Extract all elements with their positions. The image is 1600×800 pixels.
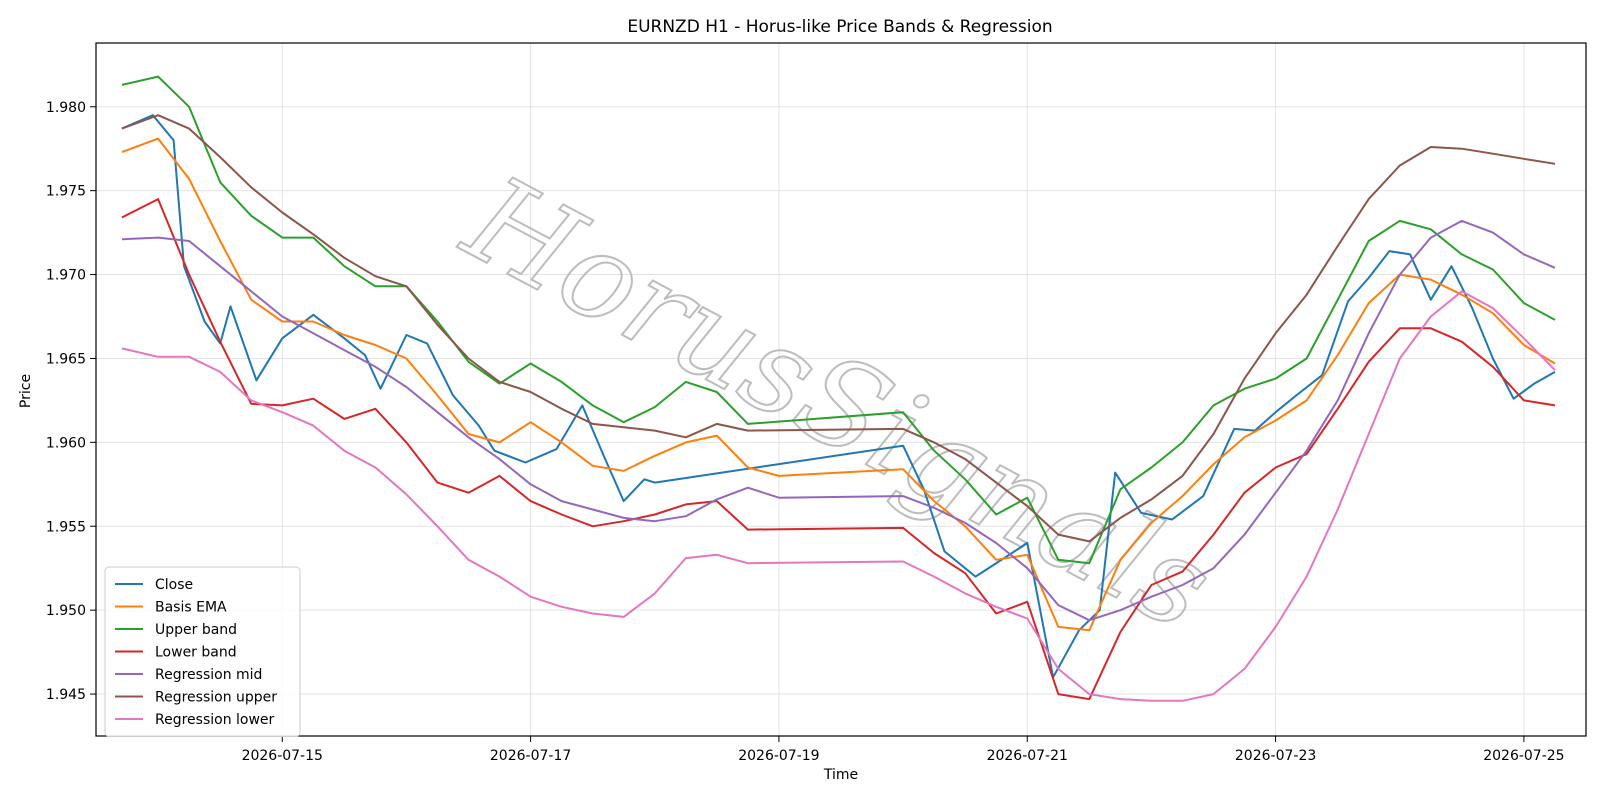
y-axis: 1.945 1.950 1.955 1.960 1.965 1.970 1.975 1.980 xyxy=(46,100,96,703)
x-axis-label: Time xyxy=(823,767,858,783)
x-tick-label: 2026-07-15 xyxy=(242,748,323,764)
y-tick-label: 1.970 xyxy=(46,268,86,284)
y-tick-label: 1.980 xyxy=(46,100,86,116)
plot-frame xyxy=(95,42,1587,737)
legend-label: Regression mid xyxy=(155,667,262,683)
legend-label: Upper band xyxy=(155,622,237,638)
chart-title: EURNZD H1 - Horus-like Price Bands & Reg… xyxy=(627,17,1052,37)
series-line-lower-band xyxy=(121,198,1556,701)
x-tick-label: 2026-07-17 xyxy=(490,748,571,764)
series-line-upper-band xyxy=(121,75,1556,565)
legend-label: Basis EMA xyxy=(155,600,227,616)
legend-label: Lower band xyxy=(155,645,237,661)
legend-label: Close xyxy=(155,577,193,593)
x-axis: 2026-07-15 2026-07-17 2026-07-19 2026-07-21… xyxy=(242,736,1565,764)
series-line-basis-ema xyxy=(121,137,1556,632)
legend-label: Regression lower xyxy=(155,712,275,728)
series-group xyxy=(121,75,1556,702)
series-line-regression-mid xyxy=(121,219,1556,622)
legend-box xyxy=(104,566,301,737)
legend: Close Basis EMA Upper band Lower band Regres… xyxy=(104,566,301,737)
series-line-regression-upper xyxy=(121,114,1556,543)
x-tick-label: 2026-07-21 xyxy=(987,748,1068,764)
x-tick-label: 2026-07-23 xyxy=(1235,748,1316,764)
y-tick-label: 1.975 xyxy=(46,184,86,200)
series-line-regression-lower xyxy=(121,290,1556,702)
y-tick-label: 1.965 xyxy=(46,351,86,367)
y-tick-label: 1.960 xyxy=(46,435,86,451)
x-tick-label: 2026-07-25 xyxy=(1483,748,1564,764)
y-tick-label: 1.955 xyxy=(46,519,86,535)
y-tick-label: 1.945 xyxy=(46,687,86,703)
x-tick-label: 2026-07-19 xyxy=(738,748,819,764)
grid xyxy=(96,43,1586,736)
series-line-close xyxy=(121,114,1556,679)
y-tick-label: 1.950 xyxy=(46,603,86,619)
legend-label: Regression upper xyxy=(155,690,277,706)
y-axis-label: Price xyxy=(18,374,34,408)
